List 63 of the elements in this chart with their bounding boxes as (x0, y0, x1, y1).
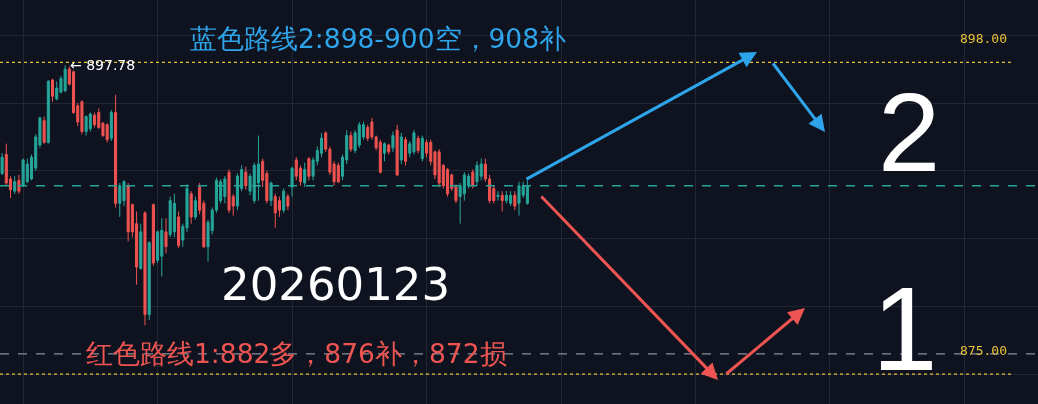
annotation: 红色路线1:882多，876补，872损 (86, 338, 507, 369)
candlestick (80, 99, 84, 135)
candlestick (25, 158, 29, 184)
candlestick (189, 190, 193, 225)
candlestick (282, 187, 286, 214)
candlestick (391, 131, 395, 153)
candlestick (437, 148, 441, 188)
candlestick (126, 182, 130, 242)
candlestick (160, 217, 164, 278)
candlestick (513, 190, 517, 211)
annotation: 20260123 (221, 258, 451, 311)
candlestick (84, 114, 88, 137)
candlestick (404, 136, 408, 166)
candlestick (147, 240, 151, 321)
candlestick (416, 135, 420, 154)
candlestick (349, 131, 353, 153)
annotation: 2 (878, 70, 941, 195)
candlestick (471, 168, 475, 189)
candlestick (244, 166, 248, 191)
candlestick (139, 223, 143, 271)
candlestick (13, 175, 17, 195)
annotation: 1 (872, 263, 938, 395)
candlestick (177, 210, 181, 249)
candlestick (164, 217, 168, 255)
candlestick (420, 135, 424, 162)
candlestick (412, 129, 416, 156)
candlestick (446, 167, 450, 198)
candlestick (109, 109, 113, 142)
candlestick (51, 78, 55, 103)
annotation: ← 897.78 (70, 57, 136, 73)
candlestick (357, 121, 361, 149)
candlestick (93, 112, 97, 128)
candlestick (286, 193, 290, 211)
candlestick (105, 122, 109, 143)
candlestick (88, 112, 92, 132)
candlestick (151, 202, 155, 267)
candlestick (143, 210, 147, 326)
candlestick (227, 168, 231, 214)
candlestick (42, 116, 46, 145)
candlestick (504, 190, 508, 204)
candlestick (307, 156, 311, 181)
candlestick (273, 193, 277, 229)
candlestick (63, 64, 67, 93)
candlestick (387, 143, 391, 156)
ref-line-label: 875.00 (960, 343, 1007, 358)
candlestick (395, 124, 399, 177)
candlestick (168, 196, 172, 238)
annotation: 蓝色路线2:898-900空，908补 (190, 23, 567, 54)
candlestick (378, 139, 382, 175)
candlestick (500, 190, 504, 212)
candlestick (17, 174, 21, 195)
candlestick (172, 193, 176, 238)
candlestick (0, 152, 4, 176)
candlestick (382, 141, 387, 162)
candlestick (193, 196, 197, 221)
ref-line-label: 898.00 (960, 31, 1007, 46)
candlestick (114, 94, 118, 208)
candlestick (399, 132, 403, 165)
candlestick (46, 79, 50, 145)
candlestick (55, 80, 59, 101)
candlestick (509, 190, 513, 207)
candlestick (336, 162, 340, 184)
candlestick (496, 190, 500, 202)
